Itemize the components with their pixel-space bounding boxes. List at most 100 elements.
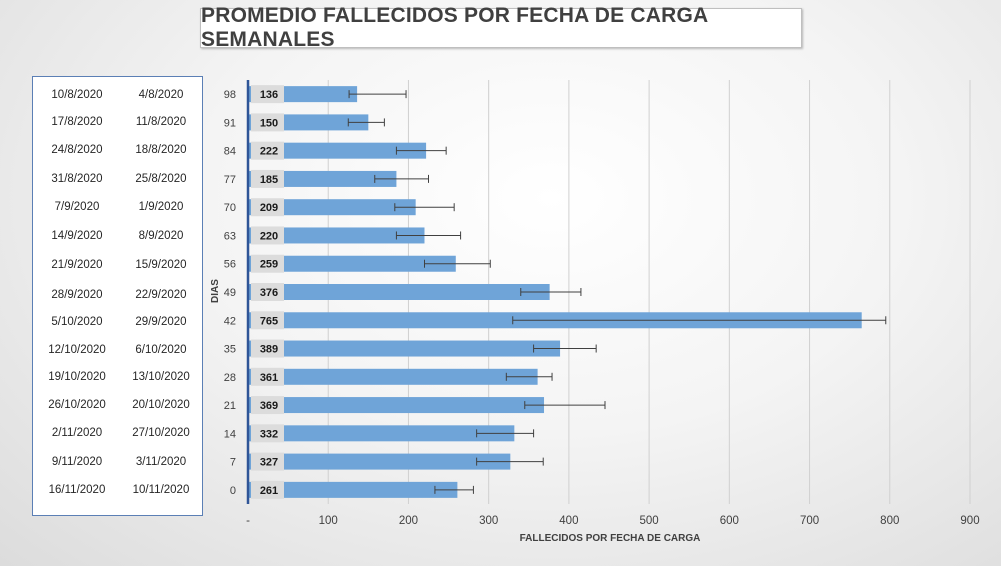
- date-range-start: 15/9/2020: [135, 259, 187, 271]
- date-range-start: 27/10/2020: [132, 427, 190, 439]
- x-tick-label: 700: [800, 515, 819, 527]
- date-range-start: 22/9/2020: [135, 289, 187, 301]
- date-range-end: 2/11/2020: [51, 427, 103, 439]
- date-range-panel: 10/8/2020 4/8/2020 17/8/2020 11/8/2020 24/…: [32, 76, 203, 516]
- date-range-end: 7/9/2020: [54, 201, 100, 213]
- date-range-end: 5/10/2020: [51, 316, 103, 328]
- x-tick-label: 200: [399, 515, 418, 527]
- y-tick-label: 21: [224, 400, 236, 412]
- x-axis-title: FALLECIDOS POR FECHA DE CARGA: [520, 533, 701, 544]
- data-label-bg: [251, 283, 284, 301]
- date-range-start: 8/9/2020: [138, 230, 184, 242]
- y-tick-label: 84: [224, 146, 236, 158]
- data-label-bg: [251, 169, 284, 188]
- y-tick-label: 63: [224, 230, 236, 242]
- date-range-start: 4/8/2020: [138, 89, 184, 101]
- data-label: 327: [260, 457, 278, 469]
- y-tick-label: 42: [224, 315, 236, 327]
- bar: [248, 170, 397, 187]
- data-label: 261: [260, 485, 278, 497]
- y-tick-label: 28: [224, 372, 236, 384]
- bar: [248, 284, 550, 300]
- data-label-bg: [251, 339, 284, 358]
- data-label: 369: [260, 400, 278, 412]
- y-tick-label: 0: [230, 485, 236, 497]
- data-label: 220: [260, 230, 278, 242]
- y-tick-label: 56: [224, 259, 236, 271]
- date-range-end: 10/8/2020: [51, 89, 103, 101]
- date-range-start: 11/8/2020: [135, 116, 187, 128]
- bar: [248, 453, 511, 470]
- bar: [248, 481, 458, 498]
- x-tick-label: 900: [960, 515, 979, 527]
- date-range-start: 20/10/2020: [132, 399, 190, 411]
- y-axis-title: DIAS: [210, 279, 221, 303]
- data-label-bg: [251, 480, 284, 499]
- date-range-end: 19/10/2020: [48, 371, 106, 383]
- data-label-bg: [251, 85, 284, 104]
- data-label-bg: [251, 452, 284, 471]
- chart-title: PROMEDIO FALLECIDOS POR FECHA DE CARGA S…: [200, 4, 802, 51]
- x-tick-label: 400: [559, 515, 578, 527]
- data-label-bg: [251, 367, 284, 386]
- bar: [248, 255, 456, 272]
- x-tick-label: 600: [720, 515, 739, 527]
- bar: [248, 340, 561, 357]
- bar: [248, 397, 545, 414]
- y-tick-label: 77: [224, 174, 236, 186]
- x-tick-label: 800: [880, 515, 899, 527]
- data-label-bg: [251, 226, 284, 245]
- data-label-bg: [251, 311, 284, 330]
- date-range-start: 3/11/2020: [135, 456, 187, 468]
- date-range-start: 18/8/2020: [135, 144, 187, 156]
- date-range-start: 6/10/2020: [135, 344, 187, 356]
- data-label: 209: [260, 202, 278, 214]
- date-range-end: 16/11/2020: [48, 484, 106, 496]
- y-tick-label: 70: [224, 202, 236, 214]
- date-range-end: 9/11/2020: [51, 456, 103, 468]
- date-range-end: 17/8/2020: [51, 116, 103, 128]
- date-range-end: 28/9/2020: [51, 289, 103, 301]
- y-tick-label: 7: [230, 457, 236, 469]
- date-range-end: 24/8/2020: [51, 144, 103, 156]
- bar: [248, 227, 425, 244]
- x-tick-label: 500: [640, 515, 659, 527]
- data-label: 389: [260, 344, 278, 356]
- x-tick-label: 300: [479, 515, 498, 527]
- data-label: 185: [260, 174, 278, 186]
- x-tick-label: 100: [319, 515, 338, 527]
- data-label: 259: [260, 259, 278, 271]
- y-tick-label: 35: [224, 344, 236, 356]
- date-range-end: 31/8/2020: [51, 173, 103, 185]
- data-label-bg: [251, 254, 284, 273]
- date-range-start: 13/10/2020: [132, 371, 190, 383]
- y-tick-label: 98: [224, 89, 236, 101]
- date-range-start: 10/11/2020: [132, 484, 190, 496]
- date-range-start: 1/9/2020: [138, 201, 184, 213]
- date-range-end: 14/9/2020: [51, 230, 103, 242]
- bar: [248, 199, 416, 216]
- y-tick-label: 91: [224, 117, 236, 129]
- data-label: 361: [260, 372, 278, 384]
- bar: [248, 368, 538, 385]
- data-label-bg: [251, 113, 284, 132]
- bar: [248, 142, 427, 159]
- data-label-bg: [251, 141, 284, 160]
- data-label: 332: [260, 428, 278, 440]
- date-range-end: 21/9/2020: [51, 259, 103, 271]
- y-tick-label: 14: [224, 428, 236, 440]
- data-label-bg: [251, 424, 284, 443]
- x-tick-label: -: [246, 515, 250, 527]
- data-label: 765: [260, 315, 278, 327]
- data-label: 150: [260, 117, 278, 129]
- bar: [248, 425, 515, 442]
- data-label: 376: [260, 287, 278, 299]
- data-label: 136: [260, 89, 278, 101]
- date-range-start: 25/8/2020: [135, 173, 187, 185]
- y-tick-label: 49: [224, 287, 236, 299]
- date-range-start: 29/9/2020: [135, 316, 187, 328]
- data-label-bg: [251, 396, 284, 415]
- data-label-bg: [251, 198, 284, 217]
- data-label: 222: [260, 146, 278, 158]
